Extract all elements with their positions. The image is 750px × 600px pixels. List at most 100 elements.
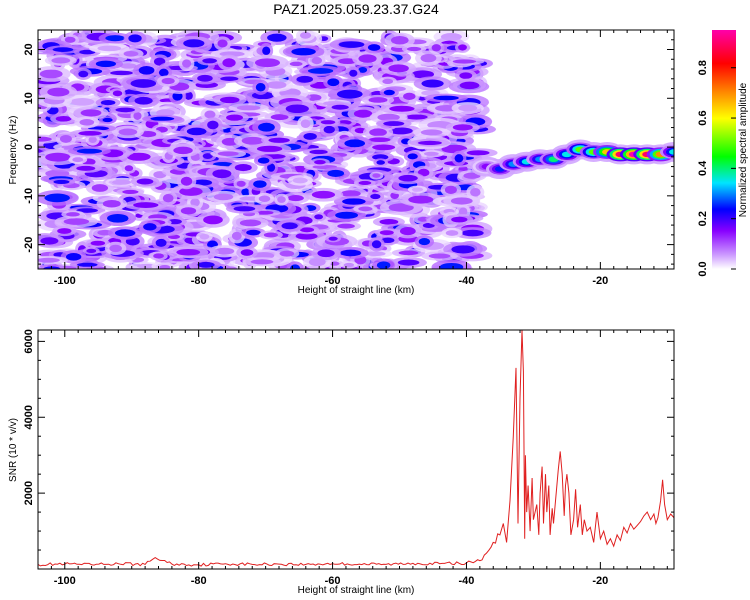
heatmap-noise-cell xyxy=(204,110,216,119)
heatmap-noise-cell xyxy=(376,160,385,165)
y-tick-label: 4000 xyxy=(23,405,35,429)
heatmap-noise-cell xyxy=(458,104,478,112)
heatmap-noise-cell xyxy=(461,229,484,237)
heatmap-noise-cell xyxy=(51,57,71,64)
heatmap-noise-cell xyxy=(63,218,90,225)
heatmap-noise-cell xyxy=(88,136,97,143)
heatmap-noise-cell xyxy=(214,247,235,255)
heatmap-noise-cell xyxy=(343,262,355,267)
heatmap-noise-cell xyxy=(110,70,133,76)
x-tick-label: -20 xyxy=(592,275,608,287)
colorbar-label: Normalized spectral amplitude xyxy=(738,82,749,217)
heatmap-noise-cell xyxy=(133,202,159,208)
heatmap-noise-cell xyxy=(78,70,89,78)
heatmap-noise-cell xyxy=(358,180,372,186)
heatmap-noise-cell xyxy=(136,178,154,185)
heatmap-noise-cell xyxy=(337,223,355,229)
heatmap-noise-cell xyxy=(417,140,442,146)
heatmap-noise-cell xyxy=(128,34,142,43)
spectrogram-y-axis-label: Frequency (Hz) xyxy=(8,116,19,185)
heatmap-noise-cell xyxy=(156,109,175,117)
spectrogram-plot-frame xyxy=(37,29,675,270)
heatmap-noise-cell xyxy=(450,197,473,205)
colorbar-tick-label: 0.2 xyxy=(697,211,709,226)
heatmap-noise-cell xyxy=(418,238,431,246)
heatmap-noise-cell xyxy=(428,253,451,259)
heatmap-noise-cell xyxy=(444,185,457,194)
heatmap-noise-cell xyxy=(53,179,70,184)
heatmap-noise-cell xyxy=(250,259,274,265)
heatmap-noise-cell xyxy=(38,257,60,263)
heatmap-noise-cell xyxy=(199,233,210,240)
heatmap-noise-cell xyxy=(134,96,153,105)
heatmap-noise-cell xyxy=(452,124,473,131)
heatmap-noise-cell xyxy=(289,61,303,67)
heatmap-noise-cell xyxy=(431,44,442,52)
heatmap-noise-cell xyxy=(124,165,134,172)
snr-ticks: -100 -80 -60 -40 -20 2000 4000 6000 xyxy=(23,329,674,587)
heatmap-noise-cell xyxy=(95,60,116,68)
heatmap-noise-cell xyxy=(52,47,74,52)
heatmap-noise-cell xyxy=(213,193,234,201)
heatmap-noise-cell xyxy=(255,83,266,92)
heatmap-noise-cell xyxy=(470,188,481,197)
heatmap-noise-cell xyxy=(183,39,205,48)
heatmap-noise-cell xyxy=(433,95,459,101)
heatmap-noise-cell xyxy=(390,35,409,45)
x-tick-label: -80 xyxy=(191,575,207,587)
heatmap-noise-cell xyxy=(368,137,391,143)
heatmap-noise-cell xyxy=(277,196,286,203)
x-tick-label: -40 xyxy=(459,275,475,287)
figure-title: PAZ1.2025.059.23.37.G24 xyxy=(273,1,439,17)
heatmap-noise-cell xyxy=(327,169,345,177)
heatmap-noise-cell xyxy=(358,66,368,73)
heatmap-noise-cell xyxy=(239,219,262,227)
heatmap-noise-cell xyxy=(130,79,157,88)
heatmap-noise-cell xyxy=(398,174,418,182)
heatmap-noise-cell xyxy=(231,231,242,241)
heatmap-noise-cell xyxy=(162,194,174,203)
heatmap-noise-cell xyxy=(279,250,295,257)
heatmap-noise-cell xyxy=(176,248,201,256)
heatmap-noise-cell xyxy=(411,187,424,192)
heatmap-noise-cell xyxy=(241,136,264,145)
y-tick-label: -20 xyxy=(23,237,35,253)
x-tick-label: -100 xyxy=(54,575,76,587)
heatmap-noise-cell xyxy=(234,164,252,172)
heatmap-noise-cell xyxy=(281,222,298,230)
heatmap-noise-cell xyxy=(303,132,317,140)
heatmap-noise-cell xyxy=(311,190,336,199)
y-tick-label: 10 xyxy=(23,92,35,104)
heatmap-noise-cell xyxy=(118,128,138,136)
heatmap-noise-cell xyxy=(79,119,95,126)
heatmap-noise-cell xyxy=(338,41,365,48)
heatmap-noise-cell xyxy=(365,251,386,257)
heatmap-noise-cell xyxy=(452,59,477,64)
heatmap-noise-cell xyxy=(340,190,361,197)
heatmap-noise-cell xyxy=(257,157,270,164)
heatmap-noise-cell xyxy=(291,48,316,56)
heatmap-noise-cell xyxy=(422,223,435,228)
heatmap-noise-cell xyxy=(454,154,464,163)
heatmap-noise-cell xyxy=(102,199,121,208)
heatmap-noise-cell xyxy=(383,121,405,127)
heatmap-noise-cell xyxy=(112,90,123,97)
heatmap-noise-cell xyxy=(314,214,324,220)
heatmap-noise-cell xyxy=(86,248,97,253)
heatmap-noise-cell xyxy=(372,173,381,178)
heatmap-noise-cell xyxy=(80,109,102,117)
heatmap-noise-cell xyxy=(445,230,459,236)
heatmap-noise-cell xyxy=(233,206,256,212)
snr-series-line xyxy=(38,330,674,567)
heatmap-noise-cell xyxy=(217,151,239,157)
heatmap-noise-cell xyxy=(389,105,415,112)
heatmap-noise-cell xyxy=(153,253,164,259)
heatmap-noise-cell xyxy=(358,206,373,212)
heatmap-noise-cell xyxy=(38,136,52,142)
heatmap-noise-cell xyxy=(367,44,381,51)
heatmap-noise-cell xyxy=(55,115,72,122)
heatmap-noise-cell xyxy=(420,129,443,136)
heatmap-noise-cell xyxy=(180,207,197,215)
heatmap-noise-cell xyxy=(372,144,396,151)
heatmap-noise-cell xyxy=(314,159,326,165)
